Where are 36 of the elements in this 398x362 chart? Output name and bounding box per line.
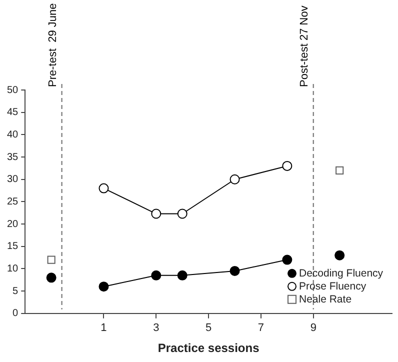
y-tick-label: 10 <box>7 263 19 274</box>
y-tick-label: 15 <box>7 241 19 252</box>
x-tick-label: 1 <box>100 322 107 334</box>
point <box>151 270 162 280</box>
point <box>177 208 188 219</box>
point <box>282 160 292 171</box>
x-tick-label: 5 <box>206 322 212 334</box>
point <box>98 183 109 194</box>
point <box>282 254 292 265</box>
x-tick-label: 7 <box>258 322 264 334</box>
y-tick-label: 5 <box>12 286 19 297</box>
point <box>230 266 240 276</box>
ref-line-label: Pre-test 29 June <box>46 3 59 87</box>
x-tick-label: 3 <box>153 322 160 334</box>
point <box>334 250 345 260</box>
point <box>151 208 162 219</box>
y-tick-label: 25 <box>7 196 19 208</box>
y-tick-label: 20 <box>7 218 19 230</box>
y-tick-label: 50 <box>7 84 19 96</box>
legend-label: Decoding Fluency <box>299 267 384 280</box>
point <box>336 166 344 174</box>
legend-label: Neale Rate <box>299 293 352 306</box>
legend-label: Prose Fluency <box>299 280 367 292</box>
point <box>46 272 56 283</box>
point <box>47 256 56 264</box>
y-tick-label: 0 <box>12 308 19 320</box>
x-tick-label: 9 <box>310 322 316 334</box>
y-tick-label: 40 <box>7 129 19 140</box>
y-tick-label: 30 <box>7 174 19 186</box>
point <box>98 282 109 292</box>
ref-line-label: Post-test 27 Nov <box>298 5 310 87</box>
point <box>177 270 188 280</box>
y-tick-label: 35 <box>7 152 19 163</box>
x-axis-title: Practice sessions <box>158 341 260 356</box>
point <box>230 174 240 184</box>
y-tick-label: 45 <box>7 107 19 118</box>
